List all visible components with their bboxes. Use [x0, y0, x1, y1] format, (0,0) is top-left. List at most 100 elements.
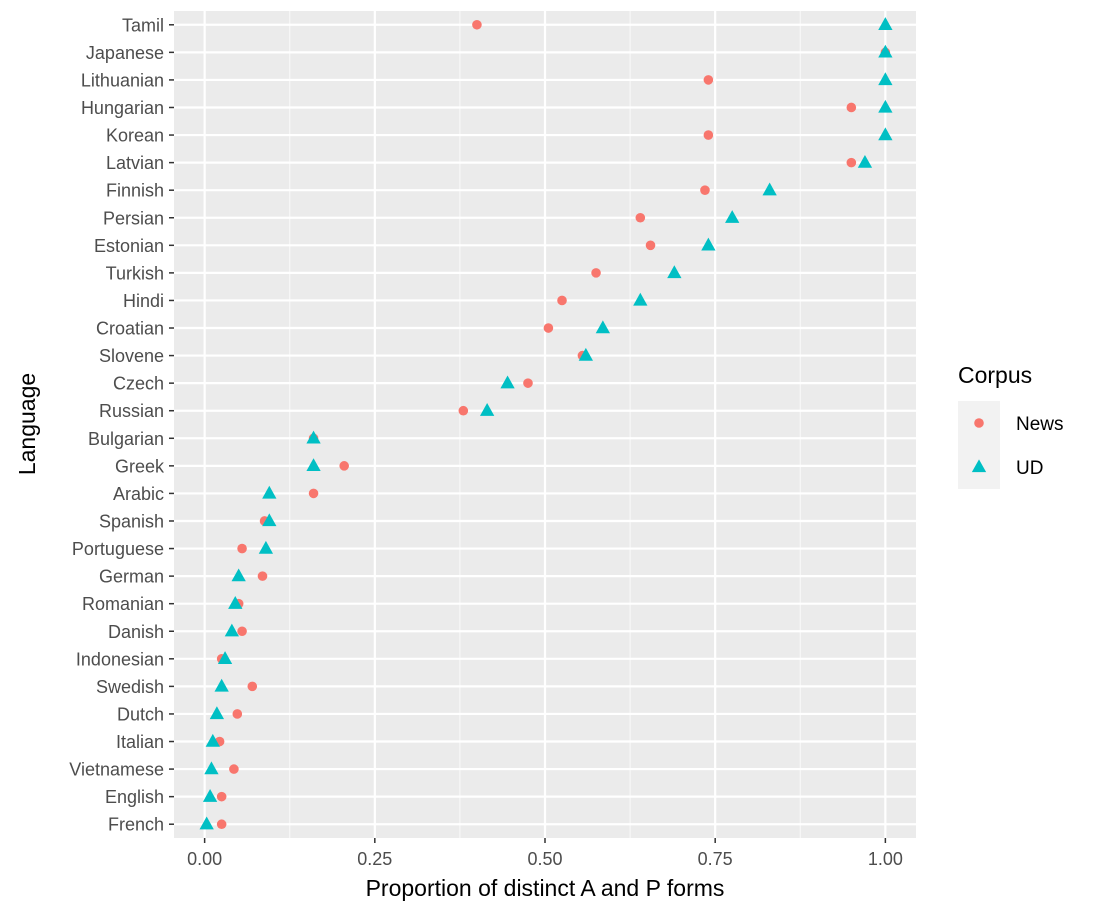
y-tick-label-vietnamese: Vietnamese: [69, 760, 164, 780]
y-tick-label-hungarian: Hungarian: [81, 98, 164, 118]
x-tick-label: 0.75: [698, 849, 733, 869]
point-ud-vietnamese: [204, 761, 219, 775]
y-tick-label-korean: Korean: [106, 126, 164, 146]
y-tick-label-croatian: Croatian: [96, 319, 164, 339]
y-tick-label-romanian: Romanian: [82, 594, 164, 614]
legend: Corpus News UD: [958, 362, 1064, 489]
y-tick-label-indonesian: Indonesian: [76, 649, 164, 669]
point-ud-danish: [224, 623, 240, 637]
point-ud-german: [231, 568, 246, 582]
legend-label-news: News: [1016, 414, 1064, 435]
point-ud-swedish: [214, 678, 229, 692]
point-news-arabic: [308, 488, 319, 499]
point-ud-indonesian: [217, 651, 233, 665]
point-news-estonian: [645, 240, 656, 251]
point-news-turkish: [591, 268, 601, 278]
point-news-english: [216, 791, 227, 802]
x-tick-label: 1.00: [868, 849, 903, 869]
legend-symbols: [971, 418, 987, 473]
y-tick-label-arabic: Arabic: [113, 484, 164, 504]
point-ud-portuguese: [258, 540, 274, 554]
x-tick-label: 0.50: [527, 849, 562, 869]
y-tick-label-swedish: Swedish: [96, 677, 164, 697]
y-axis-title: Language: [14, 373, 40, 475]
point-news-russian: [458, 405, 469, 416]
y-tick-label-latvian: Latvian: [106, 153, 164, 173]
y-tick-label-estonian: Estonian: [94, 236, 164, 256]
point-news-portuguese: [237, 543, 247, 554]
y-tick-label-danish: Danish: [108, 622, 164, 642]
legend-label-ud: UD: [1016, 458, 1043, 479]
point-news-swedish: [247, 681, 258, 692]
point-ud-croatian: [595, 320, 611, 334]
point-ud-russian: [479, 403, 495, 416]
legend-symbol-news: [974, 418, 984, 428]
point-news-korean: [703, 130, 714, 140]
y-tick-label-italian: Italian: [116, 732, 164, 752]
point-news-dutch: [232, 709, 243, 719]
point-news-persian: [635, 212, 646, 223]
point-news-croatian: [543, 323, 554, 333]
point-news-lithuanian: [703, 75, 714, 85]
point-ud-korean: [878, 127, 893, 141]
x-tick-label: 0.25: [357, 849, 392, 869]
point-news-german: [257, 571, 268, 581]
point-ud-italian: [205, 733, 220, 747]
point-news-danish: [237, 626, 247, 637]
point-ud-english: [202, 788, 218, 802]
point-ud-hungarian: [878, 99, 893, 113]
x-axis-title: Proportion of distinct A and P forms: [366, 875, 725, 901]
point-ud-japanese: [878, 44, 893, 58]
point-ud-tamil: [878, 17, 893, 30]
point-ud-persian: [725, 210, 740, 223]
point-news-french: [216, 819, 227, 830]
point-ud-dutch: [209, 706, 225, 720]
y-tick-label-czech: Czech: [113, 374, 164, 394]
y-axis: Tamil Japanese Lithuanian Hungarian Korean La…: [69, 15, 174, 835]
point-news-vietnamese: [229, 764, 239, 774]
y-tick-label-persian: Persian: [103, 208, 164, 228]
y-tick-label-finnish: Finnish: [106, 181, 164, 201]
y-tick-label-dutch: Dutch: [117, 704, 164, 724]
point-news-tamil: [472, 19, 482, 30]
minor-gridlines: [289, 11, 801, 838]
point-ud-bulgarian: [306, 430, 321, 444]
y-tick-label-english: English: [105, 787, 164, 807]
point-ud-french: [199, 816, 214, 830]
y-tick-label-tamil: Tamil: [122, 15, 164, 35]
point-ud-slovene: [578, 347, 593, 361]
legend-symbol-ud: [971, 459, 987, 473]
y-tick-label-lithuanian: Lithuanian: [81, 70, 164, 90]
y-tick-label-russian: Russian: [99, 401, 164, 421]
point-ud-czech: [500, 375, 515, 389]
point-news-hindi: [557, 295, 567, 306]
data-points: [199, 17, 893, 830]
point-ud-spanish: [262, 513, 277, 527]
y-tick-label-greek: Greek: [115, 456, 165, 476]
major-gridlines: [174, 11, 916, 838]
point-ud-greek: [306, 458, 321, 472]
y-tick-label-turkish: Turkish: [106, 263, 164, 283]
y-tick-label-french: French: [108, 815, 164, 835]
point-ud-estonian: [701, 237, 716, 251]
point-ud-romanian: [228, 596, 243, 609]
point-ud-latvian: [857, 154, 873, 168]
y-tick-label-japanese: Japanese: [86, 43, 164, 63]
point-ud-finnish: [762, 182, 777, 196]
point-ud-turkish: [667, 265, 682, 279]
legend-title: Corpus: [958, 362, 1032, 388]
point-news-greek: [339, 461, 349, 471]
point-news-latvian: [846, 157, 857, 168]
point-news-hungarian: [846, 102, 857, 113]
y-tick-label-german: German: [99, 567, 164, 587]
x-axis: 0.00 0.25 0.50 0.75 1.00: [187, 838, 903, 869]
y-tick-label-hindi: Hindi: [123, 291, 164, 311]
point-news-finnish: [700, 185, 710, 195]
y-tick-label-slovene: Slovene: [99, 346, 164, 366]
point-ud-hindi: [633, 292, 648, 306]
point-ud-lithuanian: [878, 72, 893, 86]
point-ud-arabic: [262, 485, 277, 499]
x-tick-label: 0.00: [187, 849, 222, 869]
y-tick-label-portuguese: Portuguese: [72, 539, 164, 559]
